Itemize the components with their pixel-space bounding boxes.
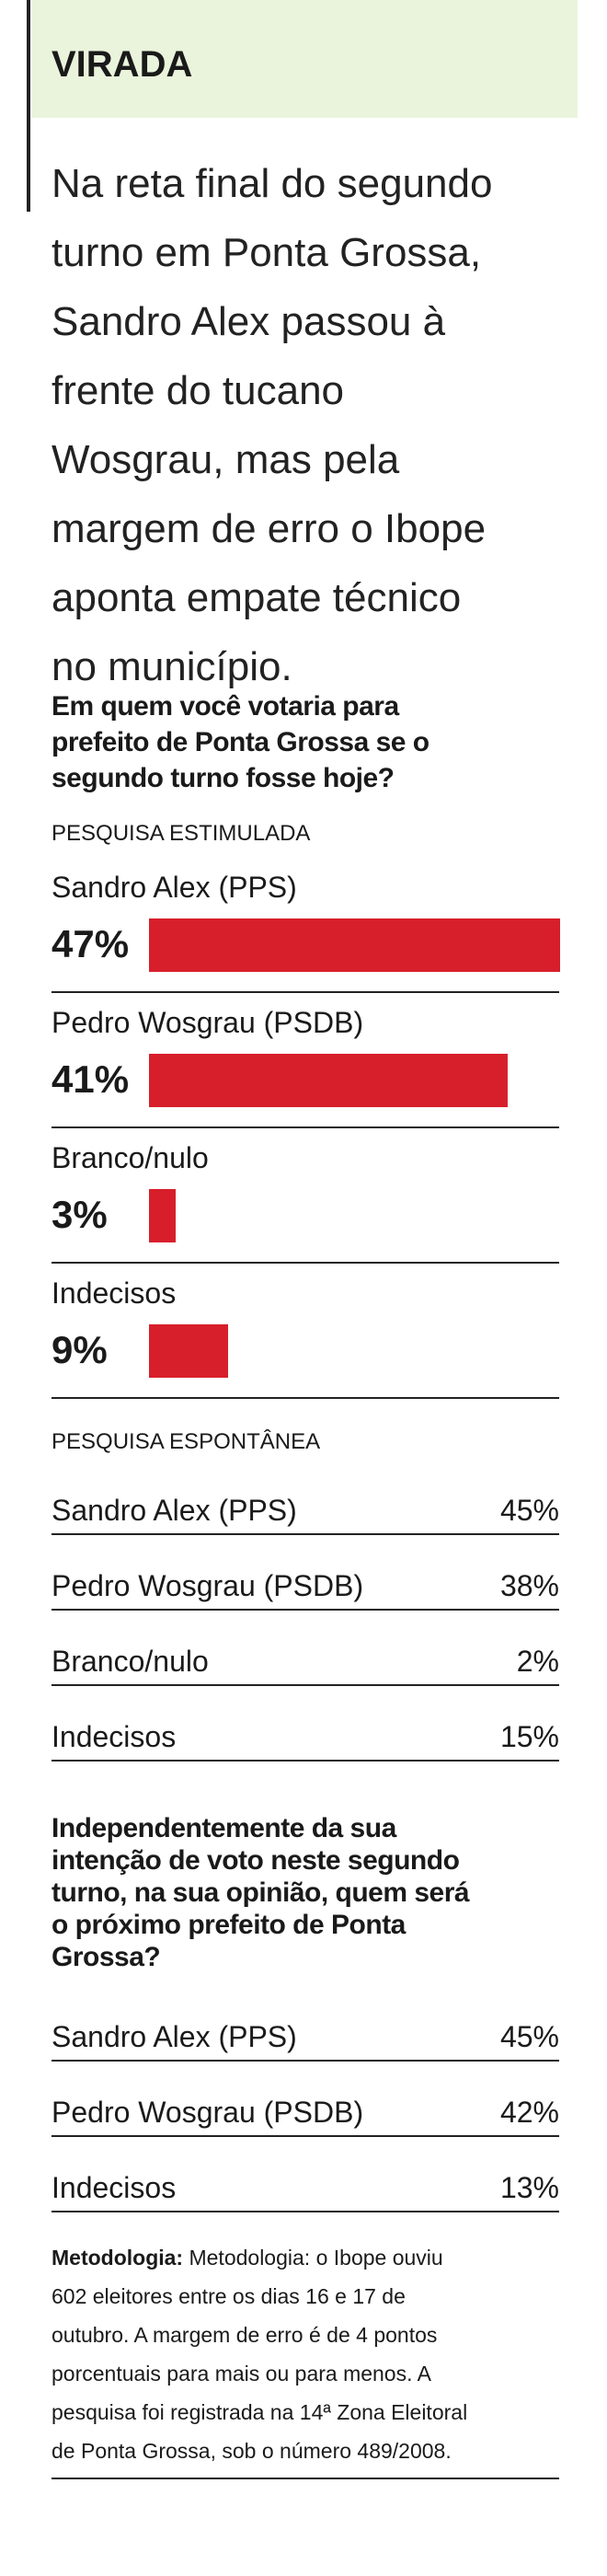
header-accent — [27, 0, 30, 212]
row-value: 15% — [499, 1720, 559, 1753]
question-line: turno, na sua opinião, quem será — [52, 1877, 470, 1908]
bar-label: Indecisos — [52, 1276, 177, 1310]
intro-line: no município. — [52, 644, 292, 689]
methodology-line: outubro. A margem de erro é de 4 pontos — [52, 2321, 437, 2349]
bar-label: Pedro Wosgrau (PSDB) — [52, 1006, 364, 1039]
intro-line: margem de erro o Ibope — [52, 506, 487, 551]
methodology-line: pesquisa foi registrada na 14ª Zona Elei… — [52, 2398, 467, 2426]
row-value: 2% — [516, 1645, 559, 1678]
methodology-line: de Ponta Grossa, sob o número 489/2008. — [52, 2437, 452, 2465]
row-label: Branco/nulo — [52, 1645, 209, 1678]
methodology-line: Metodologia: Metodologia: o Ibope ouviu — [52, 2244, 443, 2271]
separator — [52, 1533, 559, 1535]
row-label: Sandro Alex (PPS) — [52, 1494, 297, 1527]
question-line: prefeito de Ponta Grossa se o — [52, 727, 429, 757]
row-value: 45% — [499, 2020, 559, 2053]
row-value: 42% — [499, 2096, 559, 2129]
section-title: PESQUISA ESTIMULADA — [52, 821, 311, 846]
separator — [52, 2135, 559, 2137]
row-label: Pedro Wosgrau (PSDB) — [52, 1569, 364, 1602]
methodology-text: Metodologia: o Ibope ouviu — [189, 2246, 443, 2270]
separator — [52, 1609, 559, 1611]
row-label: Pedro Wosgrau (PSDB) — [52, 2096, 364, 2129]
methodology-text: pesquisa foi registrada na 14ª Zona Elei… — [52, 2400, 468, 2424]
methodology-label: Metodologia: — [52, 2246, 184, 2270]
row-value: 38% — [499, 1569, 559, 1602]
header-band — [32, 0, 578, 118]
separator — [52, 1397, 559, 1399]
bar-label: Branco/nulo — [52, 1141, 209, 1174]
separator — [52, 2060, 559, 2062]
row-value: 13% — [499, 2171, 559, 2204]
separator — [52, 2478, 559, 2479]
intro-line: Na reta final do segundo — [52, 161, 493, 206]
intro-line: Wosgrau, mas pela — [52, 437, 400, 482]
intro-line: turno em Ponta Grossa, — [52, 230, 482, 275]
methodology-text: de Ponta Grossa, sob o número 489/2008. — [52, 2439, 452, 2463]
question-line: Independentemente da sua — [52, 1813, 396, 1843]
question-line: intenção de voto neste segundo — [52, 1845, 460, 1876]
row-label: Indecisos — [52, 2171, 177, 2204]
methodology-text: 602 eleitores entre os dias 16 e 17 de — [52, 2284, 406, 2308]
separator — [52, 1126, 559, 1128]
methodology-line: porcentuais para mais ou para menos. A — [52, 2360, 431, 2387]
bar-value: 41% — [52, 1057, 130, 1101]
bar-value: 9% — [52, 1328, 108, 1371]
methodology-text: porcentuais para mais ou para menos. A — [52, 2362, 431, 2385]
bar — [149, 1189, 176, 1242]
separator — [52, 1760, 559, 1762]
row-label: Sandro Alex (PPS) — [52, 2020, 297, 2053]
bar — [149, 1324, 228, 1378]
row-value: 45% — [499, 1494, 559, 1527]
separator — [52, 1684, 559, 1686]
intro-line: frente do tucano — [52, 368, 345, 413]
section-title: PESQUISA ESPONTÂNEA — [52, 1429, 321, 1454]
methodology-line: 602 eleitores entre os dias 16 e 17 de — [52, 2282, 406, 2310]
intro-line: aponta empate técnico — [52, 575, 462, 620]
bar-label: Sandro Alex (PPS) — [52, 871, 297, 904]
question-line: segundo turno fosse hoje? — [52, 763, 395, 793]
bar — [149, 1054, 508, 1107]
intro-line: Sandro Alex passou à — [52, 299, 446, 344]
separator — [52, 1262, 559, 1264]
question-line: Grossa? — [52, 1942, 161, 1972]
bar-value: 47% — [52, 922, 130, 965]
question-line: o próximo prefeito de Ponta — [52, 1910, 406, 1940]
bar — [149, 918, 560, 972]
methodology-text: outubro. A margem de erro é de 4 pontos — [52, 2323, 438, 2347]
separator — [52, 2211, 559, 2212]
bar-value: 3% — [52, 1193, 108, 1236]
row-label: Indecisos — [52, 1720, 177, 1753]
question-line: Em quem você votaria para — [52, 691, 399, 722]
header-title: VIRADA — [52, 44, 193, 85]
separator — [52, 991, 559, 993]
